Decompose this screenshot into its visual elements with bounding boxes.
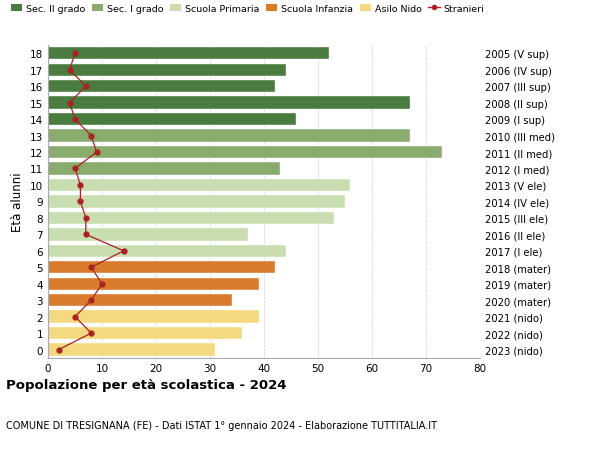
Bar [48,64,286,77]
Bar [48,179,350,192]
Bar [48,196,345,208]
Bar [48,163,280,175]
Bar [48,245,286,257]
Legend: Sec. II grado, Sec. I grado, Scuola Primaria, Scuola Infanzia, Asilo Nido, Stran: Sec. II grado, Sec. I grado, Scuola Prim… [11,5,484,14]
Bar [48,48,329,60]
Bar [48,278,259,290]
Bar [48,294,232,307]
Bar [48,97,410,110]
Bar [48,327,242,340]
Bar [48,212,334,224]
Bar [48,114,296,126]
Text: Popolazione per età scolastica - 2024: Popolazione per età scolastica - 2024 [6,379,287,392]
Bar [48,262,275,274]
Bar [48,130,410,142]
Bar [48,344,215,356]
Text: COMUNE DI TRESIGNANA (FE) - Dati ISTAT 1° gennaio 2024 - Elaborazione TUTTITALIA: COMUNE DI TRESIGNANA (FE) - Dati ISTAT 1… [6,420,437,430]
Bar [48,81,275,93]
Bar [48,229,248,241]
Bar [48,146,442,159]
Y-axis label: Età alunni: Età alunni [11,172,25,232]
Bar [48,311,259,323]
